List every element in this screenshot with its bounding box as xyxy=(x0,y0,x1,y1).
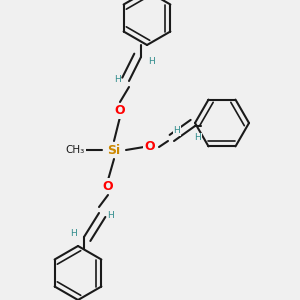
Text: O: O xyxy=(103,179,113,193)
Text: H: H xyxy=(195,134,201,142)
Text: H: H xyxy=(70,230,77,238)
Text: H: H xyxy=(114,75,120,84)
Text: O: O xyxy=(115,104,125,118)
Text: O: O xyxy=(145,140,155,154)
Text: H: H xyxy=(148,57,155,66)
Text: CH₃: CH₃ xyxy=(65,145,85,155)
Text: Si: Si xyxy=(107,143,121,157)
Text: H: H xyxy=(108,212,114,220)
Text: H: H xyxy=(174,126,180,135)
